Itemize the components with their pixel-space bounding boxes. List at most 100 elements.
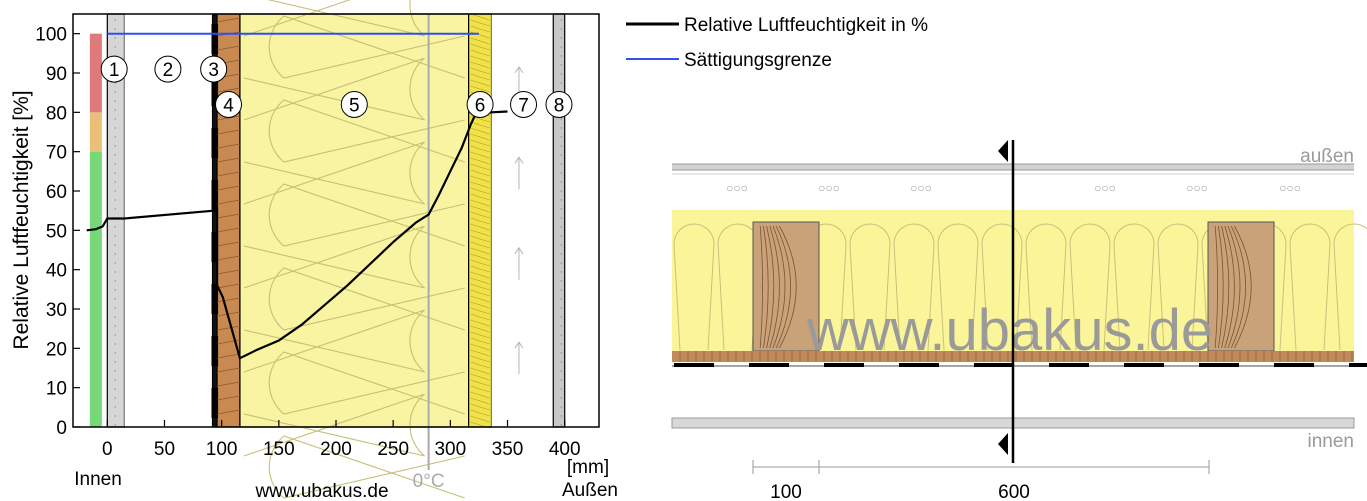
cut-marker-top-icon <box>998 140 1008 162</box>
insulation-loop <box>243 309 425 373</box>
inside-label: Innen <box>74 469 122 490</box>
wood-grain-line <box>217 143 241 149</box>
section-insulation-loop <box>849 223 891 351</box>
y-tick-label: 0 <box>56 418 67 439</box>
stud-grain <box>779 225 797 349</box>
wood-grain-line <box>217 325 241 331</box>
speckle-dot <box>114 406 117 408</box>
layer-marker-7 <box>510 90 538 118</box>
speckle-dot <box>560 415 562 417</box>
ventilation-arrow-head <box>514 156 524 164</box>
speckle-dot <box>114 199 117 201</box>
layer-marker-1 <box>100 55 128 83</box>
y-tick-label: 60 <box>46 182 67 203</box>
fibre-hatch-line <box>470 325 490 333</box>
fibre-hatch-line <box>470 193 490 201</box>
wood-board-grain <box>679 351 1353 362</box>
fibre-hatch-line <box>470 283 490 291</box>
timber-stud <box>1207 221 1275 352</box>
vent-dot-group: ○○○ <box>1186 181 1208 195</box>
series-lines <box>86 32 508 360</box>
section-insulation-loop <box>1289 223 1331 351</box>
stud-grain <box>759 225 763 349</box>
fibre-hatch-line <box>470 139 490 147</box>
y-tick-label: 70 <box>46 143 67 164</box>
speckle-dot <box>114 154 117 156</box>
wood-grain-line <box>217 395 241 401</box>
fibre-hatch-line <box>470 319 490 327</box>
speckle-dot <box>560 118 562 120</box>
wood-grain-line <box>217 87 241 93</box>
speckle-dot <box>114 379 117 381</box>
vent-dot-group: ○○○ <box>910 181 932 195</box>
insulation-pattern <box>243 0 465 499</box>
speckle-dot <box>114 271 117 273</box>
wood-grain-line <box>217 199 241 205</box>
layer-7 <box>491 14 554 427</box>
speckle-dot <box>560 271 562 273</box>
fibre-hatch-line <box>470 49 490 57</box>
fibre-hatch-line <box>470 19 490 27</box>
speckle-dot <box>114 145 117 147</box>
layer-marker-8 <box>545 90 573 118</box>
cut-marker-bottom-icon <box>998 433 1008 455</box>
fibre-hatch-line <box>470 259 490 267</box>
fibre-hatch-line <box>470 373 490 381</box>
x-tick-label: 200 <box>320 439 352 460</box>
speckle-dot <box>560 136 562 138</box>
x-tick-label: 350 <box>492 439 524 460</box>
insulation-loop <box>243 393 425 457</box>
legend: Relative Luftfeuchtigkeit in % Sättigung… <box>626 15 928 71</box>
vapor-barrier-dash <box>211 128 219 158</box>
speckle-dot <box>560 145 562 147</box>
wood-grain-line <box>217 241 241 247</box>
speckle-dot <box>560 334 562 336</box>
speckle-dot <box>560 379 562 381</box>
vapor-barrier-dash <box>211 24 219 54</box>
dimension-stud-spacing: 600 <box>998 482 1030 501</box>
speckle-dot <box>560 37 562 39</box>
legend-label-saturation: Sättigungsgrenze <box>684 50 832 71</box>
speckle-dot <box>114 316 117 318</box>
stud-grain <box>1214 225 1218 349</box>
fibre-hatch-line <box>470 397 490 405</box>
wood-grain-line <box>217 339 241 345</box>
vapor-barrier-dash <box>211 336 219 366</box>
stud-grain <box>1230 225 1246 349</box>
fibre-hatch-line <box>470 385 490 393</box>
fibre-hatch-line <box>470 61 490 69</box>
speckle-dot <box>114 181 117 183</box>
ventilation-arrow-head <box>514 341 524 349</box>
speckle-dot <box>560 343 562 345</box>
fibre-hatch-line <box>470 301 490 309</box>
ventilation-arrow-head <box>514 65 524 74</box>
speckle-dot <box>114 118 117 120</box>
speckle-dot <box>560 406 562 408</box>
fibre-hatch-line <box>470 121 490 129</box>
speckle-dot <box>114 172 117 174</box>
section-insulation-loop <box>1157 223 1199 351</box>
section-insulation-loop <box>1069 223 1111 351</box>
wood-grain-line <box>217 45 241 51</box>
speckle-dot <box>560 244 562 246</box>
insulation-loop <box>268 99 465 163</box>
speckle-dot <box>114 100 117 102</box>
fibre-hatch-line <box>470 331 490 339</box>
speckle-dot <box>560 226 562 228</box>
fibre-hatch-line <box>470 133 490 141</box>
speckle-dot <box>114 325 117 327</box>
speckle-dot <box>114 415 117 417</box>
fibre-hatch-line <box>470 235 490 243</box>
fibre-hatch-line <box>470 361 490 369</box>
speckle-dot <box>114 307 117 309</box>
speckle-dot <box>114 37 117 39</box>
stud-grain <box>763 225 769 349</box>
insulation-loop <box>243 141 425 205</box>
speckle-dot <box>560 199 562 201</box>
stud-grain <box>1227 225 1241 349</box>
insulation-loop <box>243 57 425 121</box>
x-tick-label: 0 <box>102 439 113 460</box>
insulation-loop <box>268 183 465 247</box>
comfort-segment <box>89 112 102 152</box>
